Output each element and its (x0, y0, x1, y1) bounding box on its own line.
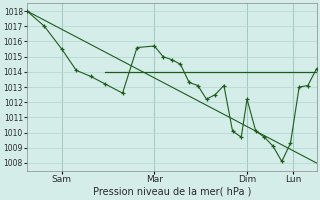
X-axis label: Pression niveau de la mer( hPa ): Pression niveau de la mer( hPa ) (92, 187, 251, 197)
